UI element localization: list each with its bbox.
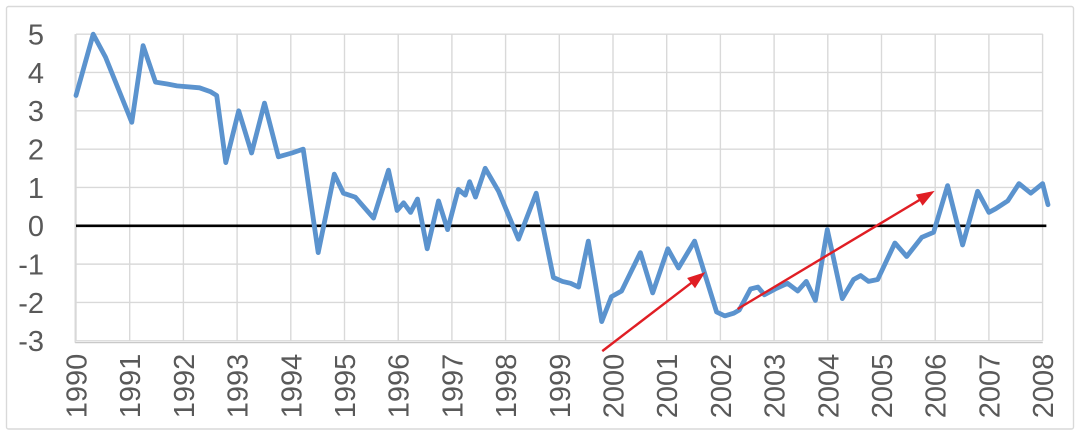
x-axis-tick-label: 2008 [1028, 354, 1060, 419]
x-axis-tick-label: 1990 [62, 354, 94, 419]
arrow-shaft [601, 278, 697, 353]
x-axis-tick-label: 2006 [921, 354, 953, 419]
x-axis-tick-label: 1992 [169, 354, 201, 419]
x-axis-tick-label: 1993 [223, 354, 255, 419]
y-axis-tick-label: 2 [28, 134, 44, 166]
y-axis-tick-label: -3 [18, 326, 44, 358]
trend-arrow-1 [601, 272, 706, 353]
x-axis-tick-labels: 1990 1991 1992 1993 1994 1995 1996 1997 1998 1999… [62, 354, 1061, 419]
y-axis-tick-label: 3 [28, 96, 44, 128]
x-axis-tick-label: 2002 [706, 354, 738, 419]
x-axis-tick-label: 2000 [599, 354, 631, 419]
x-axis-tick-label: 1998 [491, 354, 523, 419]
arrow-shaft [736, 196, 925, 311]
arrowhead-icon [687, 272, 706, 289]
x-axis-tick-label: 1996 [384, 354, 416, 419]
x-axis-tick-label: 1991 [115, 354, 147, 419]
y-axis-tick-label: -1 [18, 249, 44, 281]
figure-border [5, 5, 1075, 430]
x-axis-tick-label: 2003 [760, 354, 792, 419]
y-axis-tick-label: 5 [28, 19, 44, 51]
y-axis-tick-label: -2 [18, 288, 44, 320]
arrowhead-icon [915, 190, 935, 206]
x-axis-tick-label: 2004 [813, 354, 845, 419]
value-line [73, 31, 1051, 325]
gridlines [74, 33, 1044, 344]
y-axis-tick-label: 1 [28, 173, 44, 205]
x-axis-tick-label: 1999 [545, 354, 577, 419]
y-axis-tick-labels: 5 4 3 2 1 0 -1 -2 -3 [18, 19, 44, 358]
y-axis-tick-label: 4 [28, 58, 44, 90]
y-axis-tick-label: 0 [28, 211, 44, 243]
x-axis-tick-label: 2007 [974, 354, 1006, 419]
x-axis-tick-label: 2005 [867, 354, 899, 419]
x-axis-tick-label: 1994 [276, 354, 308, 419]
x-axis-tick-label: 1997 [437, 354, 469, 419]
x-axis-tick-label: 2001 [652, 354, 684, 419]
x-axis-tick-label: 1995 [330, 354, 362, 419]
trend-arrow-2 [736, 190, 935, 311]
